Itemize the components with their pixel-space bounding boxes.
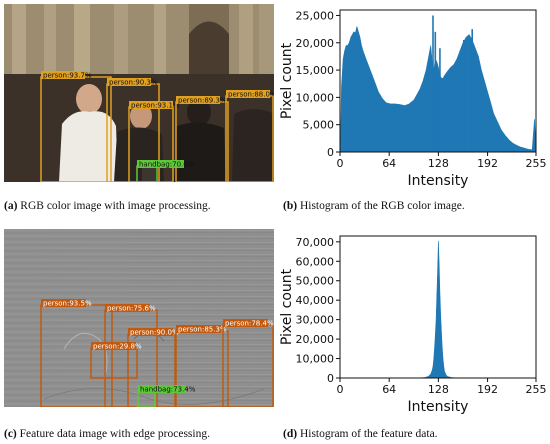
detection-label: person:93.5% xyxy=(43,300,92,308)
x-tick-label: 0 xyxy=(337,157,344,170)
y-tick-label: 0 xyxy=(327,372,334,385)
x-tick-label: 128 xyxy=(428,383,449,396)
detection-box: person:29.8% xyxy=(90,342,142,379)
caption-letter: (a) xyxy=(4,200,18,212)
y-tick-label: 0 xyxy=(327,146,334,159)
detection-label: person:29.8% xyxy=(93,343,142,351)
y-tick-label: 60,000 xyxy=(296,255,335,268)
detection-box: person:85.3% xyxy=(175,325,229,407)
detection-label: person:93.1% xyxy=(131,102,180,110)
caption-text: Histogram of the RGB color image. xyxy=(299,200,465,212)
x-tick-label: 0 xyxy=(337,383,344,396)
x-axis-label: Intensity xyxy=(408,399,469,415)
histogram-d-svg: 0 64 128 192 255 0 10,000 20,000 30,000 40,000 50,… xyxy=(279,235,547,415)
y-tick-label: 10,000 xyxy=(296,91,335,104)
x-tick-label: 255 xyxy=(526,383,547,396)
caption-b: (b) Histogram of the RGB color image. xyxy=(283,199,465,213)
detection-label: handbag:73.4% xyxy=(140,386,196,394)
detection-box: person:93.7% xyxy=(40,71,112,182)
detection-label: person:88.0% xyxy=(228,91,274,99)
y-tick-label: 25,000 xyxy=(296,9,335,22)
y-tick-label: 30,000 xyxy=(296,314,335,327)
caption-letter: (d) xyxy=(283,428,298,440)
panel-a-image: person:93.7% person:90.3% person:93.1% p… xyxy=(4,4,274,182)
x-tick-label: 64 xyxy=(382,383,396,396)
y-axis-label: Pixel count xyxy=(279,42,295,119)
detection-label: person:85.3% xyxy=(178,326,227,334)
y-axis-label: Pixel count xyxy=(279,268,295,345)
y-tick-label: 10,000 xyxy=(296,353,335,366)
y-tick-label: 50,000 xyxy=(296,275,335,288)
histogram-b: 0 64 128 192 255 0 5,000 10,000 15,000 20,000 25,0… xyxy=(279,0,550,196)
detection-box: person:93.5% xyxy=(40,299,113,407)
detection-overlay-a: person:93.7% person:90.3% person:93.1% p… xyxy=(40,71,274,182)
x-tick-label: 192 xyxy=(477,157,498,170)
detection-box: person:90.0% xyxy=(127,328,179,407)
y-tick-label: 20,000 xyxy=(296,333,335,346)
caption-text: Histogram of the feature data. xyxy=(299,428,438,440)
y-tick-label: 5,000 xyxy=(303,119,335,132)
detection-box: person:90.3% xyxy=(106,78,160,182)
detection-box: person:75.6% xyxy=(104,304,158,407)
detection-label: person:75.6% xyxy=(107,305,156,313)
panel-c-image: person:93.5% person:75.6% person:90.0% p… xyxy=(4,229,274,407)
caption-letter: (c) xyxy=(4,428,17,440)
caption-letter: (b) xyxy=(283,200,298,212)
x-tick-label: 128 xyxy=(428,157,449,170)
histogram-area xyxy=(340,240,536,379)
detection-box: person:88.0% xyxy=(225,90,274,182)
detection-label: person:93.7% xyxy=(43,72,92,80)
histogram-area xyxy=(339,26,537,153)
detection-box: handbag:70.0% xyxy=(136,160,195,182)
detection-box: person:89.3% xyxy=(175,96,229,182)
y-tick-label: 70,000 xyxy=(296,236,335,249)
caption-a: (a) RGB color image with image processin… xyxy=(4,199,211,213)
caption-d: (d) Histogram of the feature data. xyxy=(283,427,438,441)
detection-box: person:93.1% xyxy=(128,101,180,182)
detection-label: person:90.0% xyxy=(130,329,179,337)
caption-text: RGB color image with image processing. xyxy=(20,200,211,212)
detection-label: person:90.3% xyxy=(109,79,158,87)
detection-label: person:78.4% xyxy=(225,320,274,328)
x-tick-label: 64 xyxy=(382,157,396,170)
x-tick-label: 192 xyxy=(477,383,498,396)
histogram-d: 0 64 128 192 255 0 10,000 20,000 30,000 40,000 50,… xyxy=(279,226,550,422)
detection-label: person:89.3% xyxy=(178,97,227,105)
feature-image xyxy=(4,229,274,407)
y-tick-label: 15,000 xyxy=(296,64,335,77)
caption-c: (c) Feature data image with edge process… xyxy=(4,427,210,441)
y-tick-label: 20,000 xyxy=(296,37,335,50)
detection-box: person:78.4% xyxy=(222,319,274,407)
histogram-b-svg: 0 64 128 192 255 0 5,000 10,000 15,000 20,000 25,0… xyxy=(279,9,547,189)
caption-text: Feature data image with edge processing. xyxy=(19,428,210,440)
x-tick-label: 255 xyxy=(526,157,547,170)
y-tick-label: 40,000 xyxy=(296,294,335,307)
detection-label: handbag:70.0% xyxy=(139,161,195,169)
detection-overlay-c: person:93.5% person:75.6% person:90.0% p… xyxy=(40,299,274,407)
detection-box: handbag:73.4% xyxy=(137,385,196,407)
x-axis-label: Intensity xyxy=(408,173,469,189)
